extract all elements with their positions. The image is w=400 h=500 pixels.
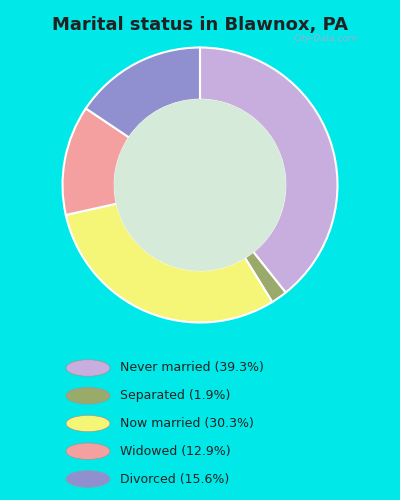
Circle shape (66, 471, 110, 487)
Text: Divorced (15.6%): Divorced (15.6%) (120, 472, 229, 486)
Wedge shape (62, 108, 129, 215)
Circle shape (66, 415, 110, 432)
Circle shape (66, 443, 110, 460)
Wedge shape (245, 252, 286, 302)
Circle shape (66, 388, 110, 404)
Text: City-Data.com: City-Data.com (294, 34, 358, 43)
Text: Marital status in Blawnox, PA: Marital status in Blawnox, PA (52, 16, 348, 34)
Wedge shape (200, 48, 338, 292)
Wedge shape (86, 48, 200, 138)
Text: Widowed (12.9%): Widowed (12.9%) (120, 445, 231, 458)
Text: Never married (39.3%): Never married (39.3%) (120, 362, 264, 374)
Wedge shape (66, 204, 272, 322)
Text: Now married (30.3%): Now married (30.3%) (120, 417, 254, 430)
Circle shape (66, 360, 110, 376)
Text: Separated (1.9%): Separated (1.9%) (120, 389, 230, 402)
Circle shape (115, 100, 285, 270)
